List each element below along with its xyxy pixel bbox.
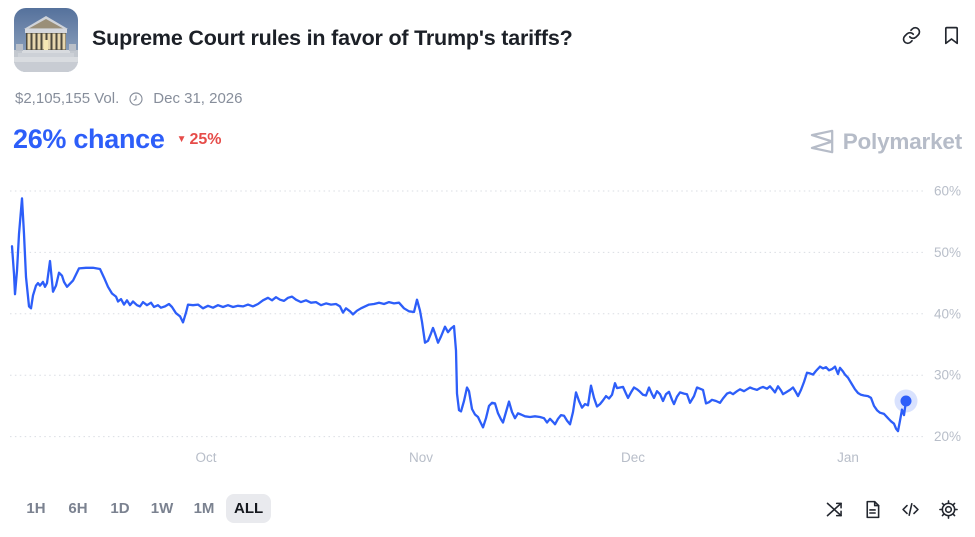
timeframe-1d[interactable]: 1D (100, 494, 140, 523)
polymarket-logo (810, 129, 833, 154)
y-tick-40: 40% (934, 306, 961, 321)
volume-label: $2,105,155 Vol. (15, 90, 120, 107)
price-chart[interactable]: 60% 50% 40% 30% 20% Oct Nov Dec Jan (0, 170, 975, 470)
timeframe-1w[interactable]: 1W (142, 494, 182, 523)
chart-tools (824, 499, 959, 520)
x-tick-Nov: Nov (409, 450, 433, 465)
supreme-court-image (14, 8, 78, 72)
market-meta: $2,105,155 Vol. Dec 31, 2026 (15, 90, 243, 107)
y-tick-50: 50% (934, 245, 961, 260)
timeframe-1h[interactable]: 1H (16, 494, 56, 523)
chance-row: 26% chance ▼ 25% (13, 124, 222, 155)
timeframe-all[interactable]: ALL (226, 494, 272, 523)
polymarket-brand-text: Polymarket (842, 128, 963, 154)
y-tick-20: 20% (934, 429, 961, 444)
market-avatar (14, 8, 78, 72)
x-tick-Dec: Dec (621, 450, 645, 465)
polymarket-watermark: Polymarket (808, 128, 962, 155)
timeframe-6h[interactable]: 6H (58, 494, 98, 523)
price-line (10, 197, 908, 433)
timeframe-1m[interactable]: 1M (184, 494, 224, 523)
bookmark-icon[interactable] (941, 25, 962, 46)
change-value: 25% (189, 130, 222, 148)
y-tick-30: 30% (934, 368, 961, 383)
settings-gear-icon[interactable] (938, 499, 959, 520)
endpoint-dot (900, 395, 912, 407)
chance-value: 26% chance (13, 124, 165, 154)
document-icon[interactable] (862, 499, 883, 520)
x-tick-Oct: Oct (195, 450, 216, 465)
change-indicator: ▼ 25% (177, 131, 222, 149)
x-tick-Jan: Jan (837, 450, 859, 465)
clock-icon (128, 91, 144, 107)
code-icon[interactable] (900, 499, 921, 520)
shuffle-icon[interactable] (824, 499, 845, 520)
y-tick-60: 60% (934, 184, 961, 199)
end-date-label: Dec 31, 2026 (153, 90, 243, 107)
copy-link-icon[interactable] (901, 25, 922, 46)
timeframe-bar: 1H 6H 1D 1W 1M ALL (16, 494, 272, 523)
market-title: Supreme Court rules in favor of Trump's … (92, 26, 573, 50)
down-triangle-icon: ▼ (176, 133, 187, 145)
